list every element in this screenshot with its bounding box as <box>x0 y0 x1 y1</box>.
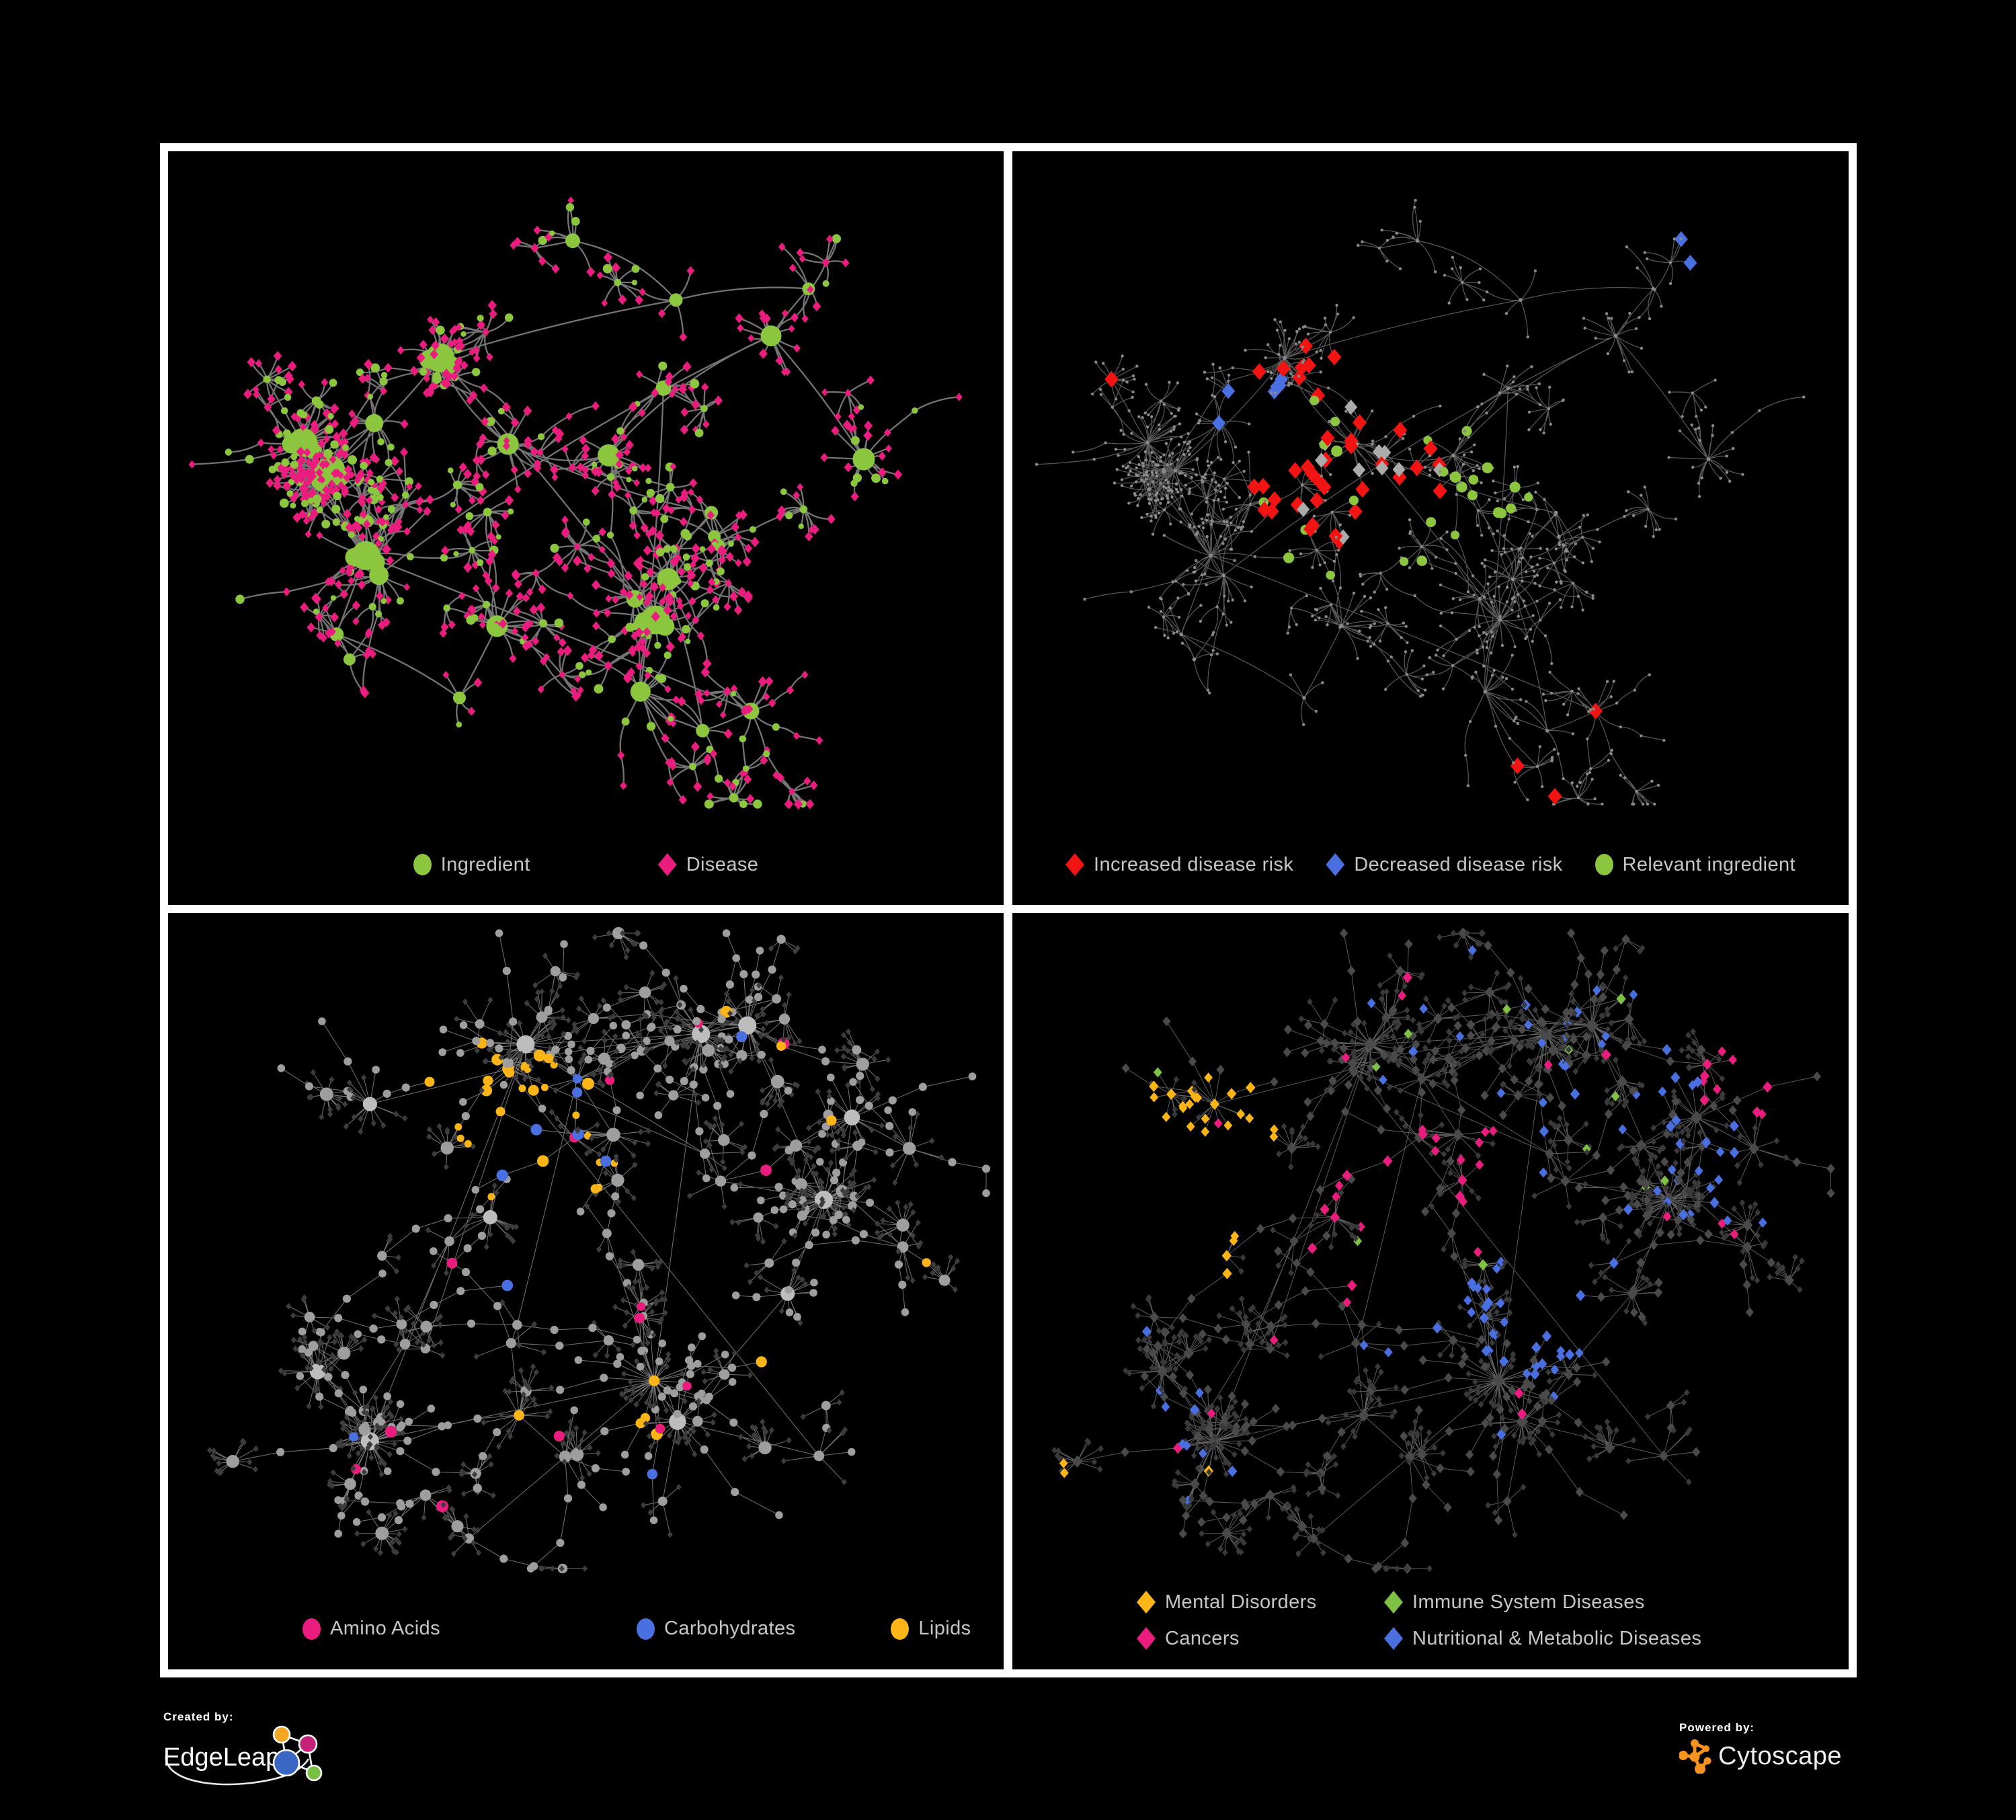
legend-item: Decreased disease risk <box>1326 853 1562 876</box>
legend-label: Cancers <box>1165 1627 1240 1649</box>
created-by-label: Created by: <box>163 1710 234 1723</box>
panel-disease-classes: Mental Disorders Immune System Diseases … <box>1012 913 1849 1669</box>
legend-label: Decreased disease risk <box>1354 853 1563 875</box>
legend-item: Lipids <box>891 1618 971 1640</box>
legend-label: Carbohydrates <box>663 1618 796 1639</box>
panel-ingredient-disease: Ingredient Disease <box>168 151 1004 905</box>
legend-item: Ingredient <box>413 854 530 876</box>
legend-label: Mental Disorders <box>1165 1591 1317 1613</box>
relevant-ingredient-marker <box>1595 854 1613 875</box>
legend-item: Carbohydrates <box>636 1618 796 1640</box>
legend-item: Amino Acids <box>303 1618 440 1640</box>
disease-marker <box>657 853 677 876</box>
edgeleap-credit: Created by: EdgeLeap <box>163 1710 345 1797</box>
immune-system-diseases-marker <box>1384 1591 1403 1614</box>
legend-nutrient-classes: Amino Acids Carbohydrates Lipids <box>168 1618 1004 1640</box>
mental-disorders-marker <box>1137 1591 1156 1614</box>
legend-item: Nutritional & Metabolic Diseases <box>1384 1627 1701 1650</box>
nutritional-metabolic-diseases-marker <box>1384 1627 1403 1650</box>
legend-ingredient-disease: Ingredient Disease <box>168 853 1004 876</box>
network-graph-nutrient-classes <box>207 926 991 1574</box>
legend-label: Disease <box>686 853 759 875</box>
edgeleap-wordmark: EdgeLeap <box>163 1743 280 1772</box>
lipids-marker <box>891 1618 910 1640</box>
panel-nutrient-classes: Amino Acids Carbohydrates Lipids <box>168 913 1004 1669</box>
legend-item: Increased disease risk <box>1065 853 1293 876</box>
legend-item: Mental Disorders <box>1137 1591 1384 1614</box>
legend-label: Amino Acids <box>330 1618 440 1639</box>
grid-divider-horizontal <box>160 905 1857 913</box>
panel-disease-risk: Increased disease risk Decreased disease… <box>1012 151 1849 905</box>
legend-label: Lipids <box>918 1618 971 1639</box>
increased-risk-marker <box>1065 853 1084 876</box>
ingredient-marker <box>413 854 432 875</box>
legend-label: Relevant ingredient <box>1622 853 1796 875</box>
legend-item: Relevant ingredient <box>1595 854 1796 876</box>
network-graph-ingredient-disease <box>188 196 963 809</box>
network-graph-disease-risk <box>1035 198 1806 806</box>
legend-label: Immune System Diseases <box>1412 1591 1645 1613</box>
powered-by-label: Powered by: <box>1679 1721 1755 1734</box>
decreased-risk-marker <box>1326 853 1345 876</box>
cancers-marker <box>1137 1627 1156 1650</box>
legend-disease-risk: Increased disease risk Decreased disease… <box>1012 853 1849 876</box>
network-graph-disease-classes <box>1051 927 1835 1574</box>
legend-item: Cancers <box>1137 1627 1384 1650</box>
cytoscape-wordmark: Cytoscape <box>1718 1741 1843 1770</box>
amino-acids-marker <box>303 1618 321 1640</box>
cytoscape-icon <box>1679 1739 1711 1774</box>
cytoscape-credit: Powered by: <box>1679 1721 1842 1774</box>
edgeleap-logo: EdgeLeap <box>163 1725 323 1786</box>
carbohydrates-marker <box>636 1618 655 1640</box>
legend-label: Nutritional & Metabolic Diseases <box>1412 1627 1702 1649</box>
legend-disease-classes: Mental Disorders Immune System Diseases … <box>1137 1591 1701 1650</box>
legend-item: Immune System Diseases <box>1384 1591 1701 1614</box>
legend-label: Ingredient <box>440 853 530 875</box>
legend-label: Increased disease risk <box>1093 853 1294 875</box>
legend-item: Disease <box>657 853 759 876</box>
